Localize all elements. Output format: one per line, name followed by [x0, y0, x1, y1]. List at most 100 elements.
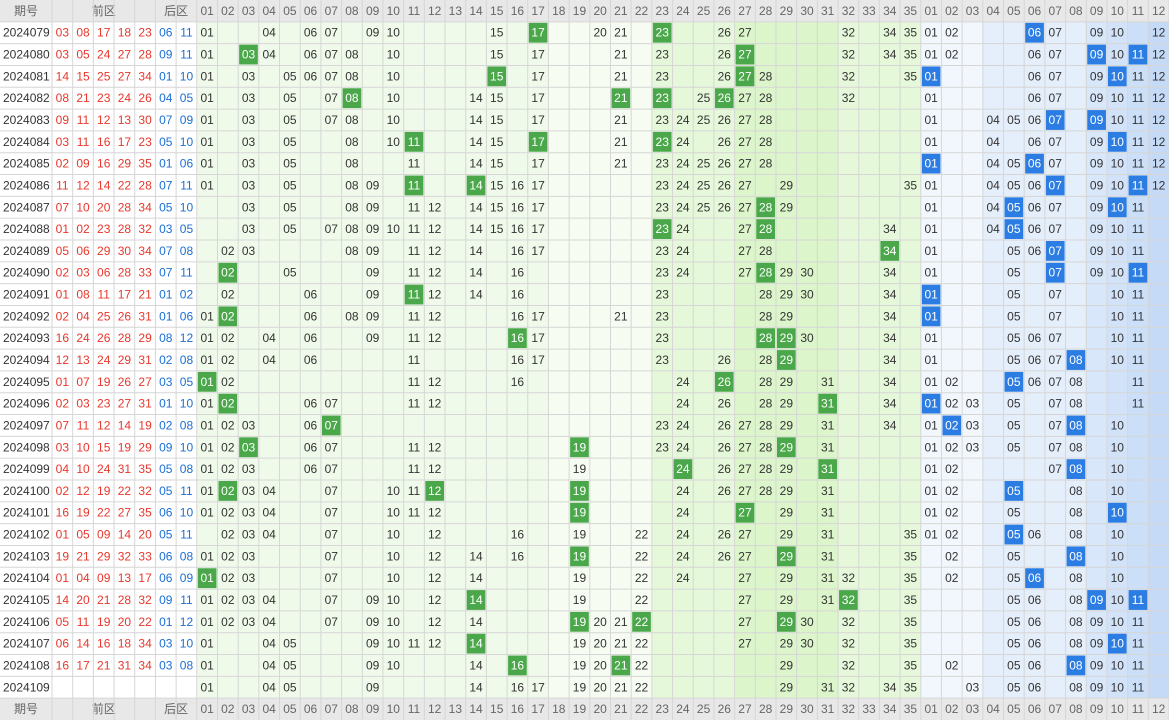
- trend-number: 01: [924, 266, 938, 280]
- trend-number: 29: [780, 397, 794, 411]
- header-col: 05: [1007, 4, 1021, 18]
- trend-number: 04: [263, 658, 277, 672]
- header-col: 11: [408, 4, 421, 18]
- trend-number: 05: [283, 113, 297, 127]
- trend-number: 06: [304, 288, 318, 302]
- hit-cell: [342, 88, 362, 109]
- back-number: 10: [180, 200, 194, 214]
- column-bg: [838, 21, 859, 699]
- trend-number: 28: [759, 397, 773, 411]
- trend-number: 31: [821, 549, 835, 563]
- trend-number: 09: [1090, 69, 1104, 83]
- trend-number: 14: [469, 157, 483, 171]
- trend-number: 03: [242, 528, 256, 542]
- front-number: 29: [138, 331, 152, 345]
- hit-number: 07: [1049, 244, 1063, 258]
- hit-number: 01: [200, 375, 214, 389]
- period: 2024102: [3, 528, 50, 542]
- trend-number: 14: [469, 113, 483, 127]
- back-number: 10: [180, 135, 194, 149]
- front-number: 09: [76, 157, 90, 171]
- trend-number: 11: [1132, 69, 1145, 83]
- hit-number: 05: [1007, 200, 1021, 214]
- trend-number: 34: [883, 222, 897, 236]
- trend-number: 09: [366, 266, 380, 280]
- column-bg: [879, 21, 901, 699]
- front-number: 05: [76, 528, 90, 542]
- trend-number: 03: [966, 440, 980, 454]
- header-col: 13: [449, 702, 463, 716]
- front-number: 01: [56, 571, 70, 585]
- hit-number: 19: [573, 484, 587, 498]
- trend-number: 27: [738, 615, 752, 629]
- trend-number: 11: [408, 506, 421, 520]
- trend-number: 30: [800, 266, 814, 280]
- period: 2024099: [3, 462, 50, 476]
- trend-number: 23: [656, 244, 670, 258]
- trend-number: 01: [200, 680, 214, 694]
- column-bg: [1106, 21, 1128, 699]
- trend-number: 29: [780, 200, 794, 214]
- trend-number: 29: [780, 637, 794, 651]
- header-col: 24: [676, 4, 690, 18]
- header-col: 30: [800, 4, 814, 18]
- trend-number: 11: [408, 397, 421, 411]
- header-col: 18: [552, 702, 566, 716]
- hit-number: 26: [718, 375, 732, 389]
- trend-number: 26: [718, 69, 732, 83]
- hit-number: 01: [200, 571, 214, 585]
- trend-number: 01: [200, 178, 214, 192]
- back-number: 11: [180, 593, 193, 607]
- trend-number: 29: [780, 462, 794, 476]
- column-bg: [610, 21, 632, 699]
- header-col: 06: [1028, 702, 1042, 716]
- trend-number: 12: [428, 288, 442, 302]
- header-col: 33: [862, 4, 876, 18]
- hit-number: 07: [325, 418, 339, 432]
- hit-cell: [1045, 110, 1065, 130]
- front-number: 14: [118, 528, 132, 542]
- front-number: 12: [97, 113, 111, 127]
- trend-number: 08: [345, 135, 359, 149]
- hit-number: 31: [821, 397, 835, 411]
- trend-number: 10: [1111, 331, 1125, 345]
- hit-cell: [1025, 153, 1044, 174]
- trend-number: 26: [718, 157, 732, 171]
- trend-number: 19: [573, 637, 587, 651]
- hit-cell: [1004, 481, 1024, 501]
- back-number: 08: [180, 549, 194, 563]
- header-col: 04: [263, 702, 277, 716]
- trend-number: 25: [697, 178, 711, 192]
- column-bg: [217, 21, 239, 699]
- trend-number: 14: [469, 200, 483, 214]
- period: 2024093: [3, 331, 50, 345]
- trend-number: 07: [1049, 331, 1063, 345]
- hit-number: 29: [780, 615, 794, 629]
- front-number: 03: [56, 440, 70, 454]
- front-number: 28: [118, 266, 132, 280]
- trend-number: 19: [573, 593, 587, 607]
- front-number: 16: [97, 637, 111, 651]
- back-number: 10: [180, 440, 194, 454]
- front-number: 35: [138, 506, 152, 520]
- trend-number: 29: [780, 178, 794, 192]
- hit-cell: [1004, 219, 1024, 239]
- hit-number: 19: [573, 615, 587, 629]
- hit-cell: [487, 66, 507, 87]
- back-number: 11: [180, 48, 193, 62]
- period: 2024088: [3, 222, 50, 236]
- trend-number: 12: [428, 222, 442, 236]
- period: 2024082: [3, 91, 50, 105]
- trend-number: 12: [428, 440, 442, 454]
- trend-number: 15: [490, 178, 504, 192]
- hit-number: 11: [408, 288, 421, 302]
- hit-number: 07: [1049, 113, 1063, 127]
- trend-number: 12: [428, 528, 442, 542]
- trend-number: 05: [1007, 506, 1021, 520]
- column-bg: [527, 21, 549, 699]
- trend-number: 28: [759, 244, 773, 258]
- front-number: 28: [118, 222, 132, 236]
- trend-number: 16: [511, 244, 525, 258]
- header-col: 10: [1111, 4, 1125, 18]
- period: 2024104: [3, 571, 50, 585]
